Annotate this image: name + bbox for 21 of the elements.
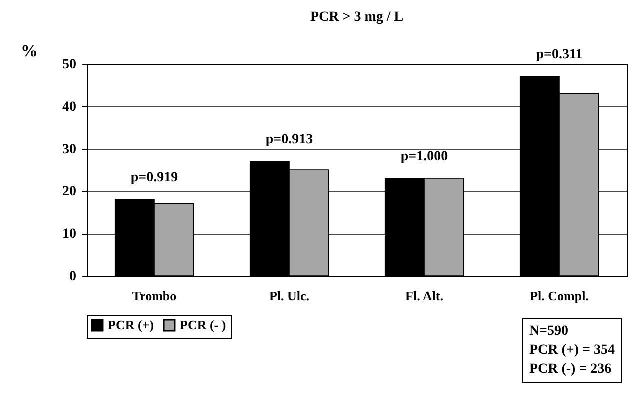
y-tick-label: 50 bbox=[62, 58, 76, 72]
annotation: p=0.919 bbox=[130, 170, 178, 186]
y-axis-title: % bbox=[21, 42, 38, 60]
y-tick-label: 0 bbox=[70, 270, 76, 284]
y-tick-label: 40 bbox=[62, 100, 76, 115]
legend-label: PCR (- ) bbox=[180, 318, 226, 333]
y-tick-label: 10 bbox=[62, 227, 76, 242]
y-tick-label: 30 bbox=[62, 142, 76, 158]
text: PCR (+) = 354 bbox=[529, 342, 615, 360]
y-tick-label: 20 bbox=[62, 184, 76, 200]
legend-label: PCR (+) bbox=[108, 318, 154, 333]
x-tick-label: Pl. Compl. bbox=[530, 288, 589, 304]
x-tick-label: Pl. Ulc. bbox=[269, 288, 310, 304]
text: PCR (-) = 236 bbox=[529, 361, 613, 379]
annotation: p=1.000 bbox=[400, 149, 448, 164]
annotation: p=0.913 bbox=[266, 132, 314, 148]
text: N=590 bbox=[529, 323, 570, 341]
x-tick-label: Fl. Alt. bbox=[406, 288, 444, 304]
annotation: p=0.311 bbox=[536, 48, 583, 63]
chart-title: PCR > 3 mg / L bbox=[310, 10, 404, 25]
x-tick-label: Trombo bbox=[132, 288, 177, 304]
